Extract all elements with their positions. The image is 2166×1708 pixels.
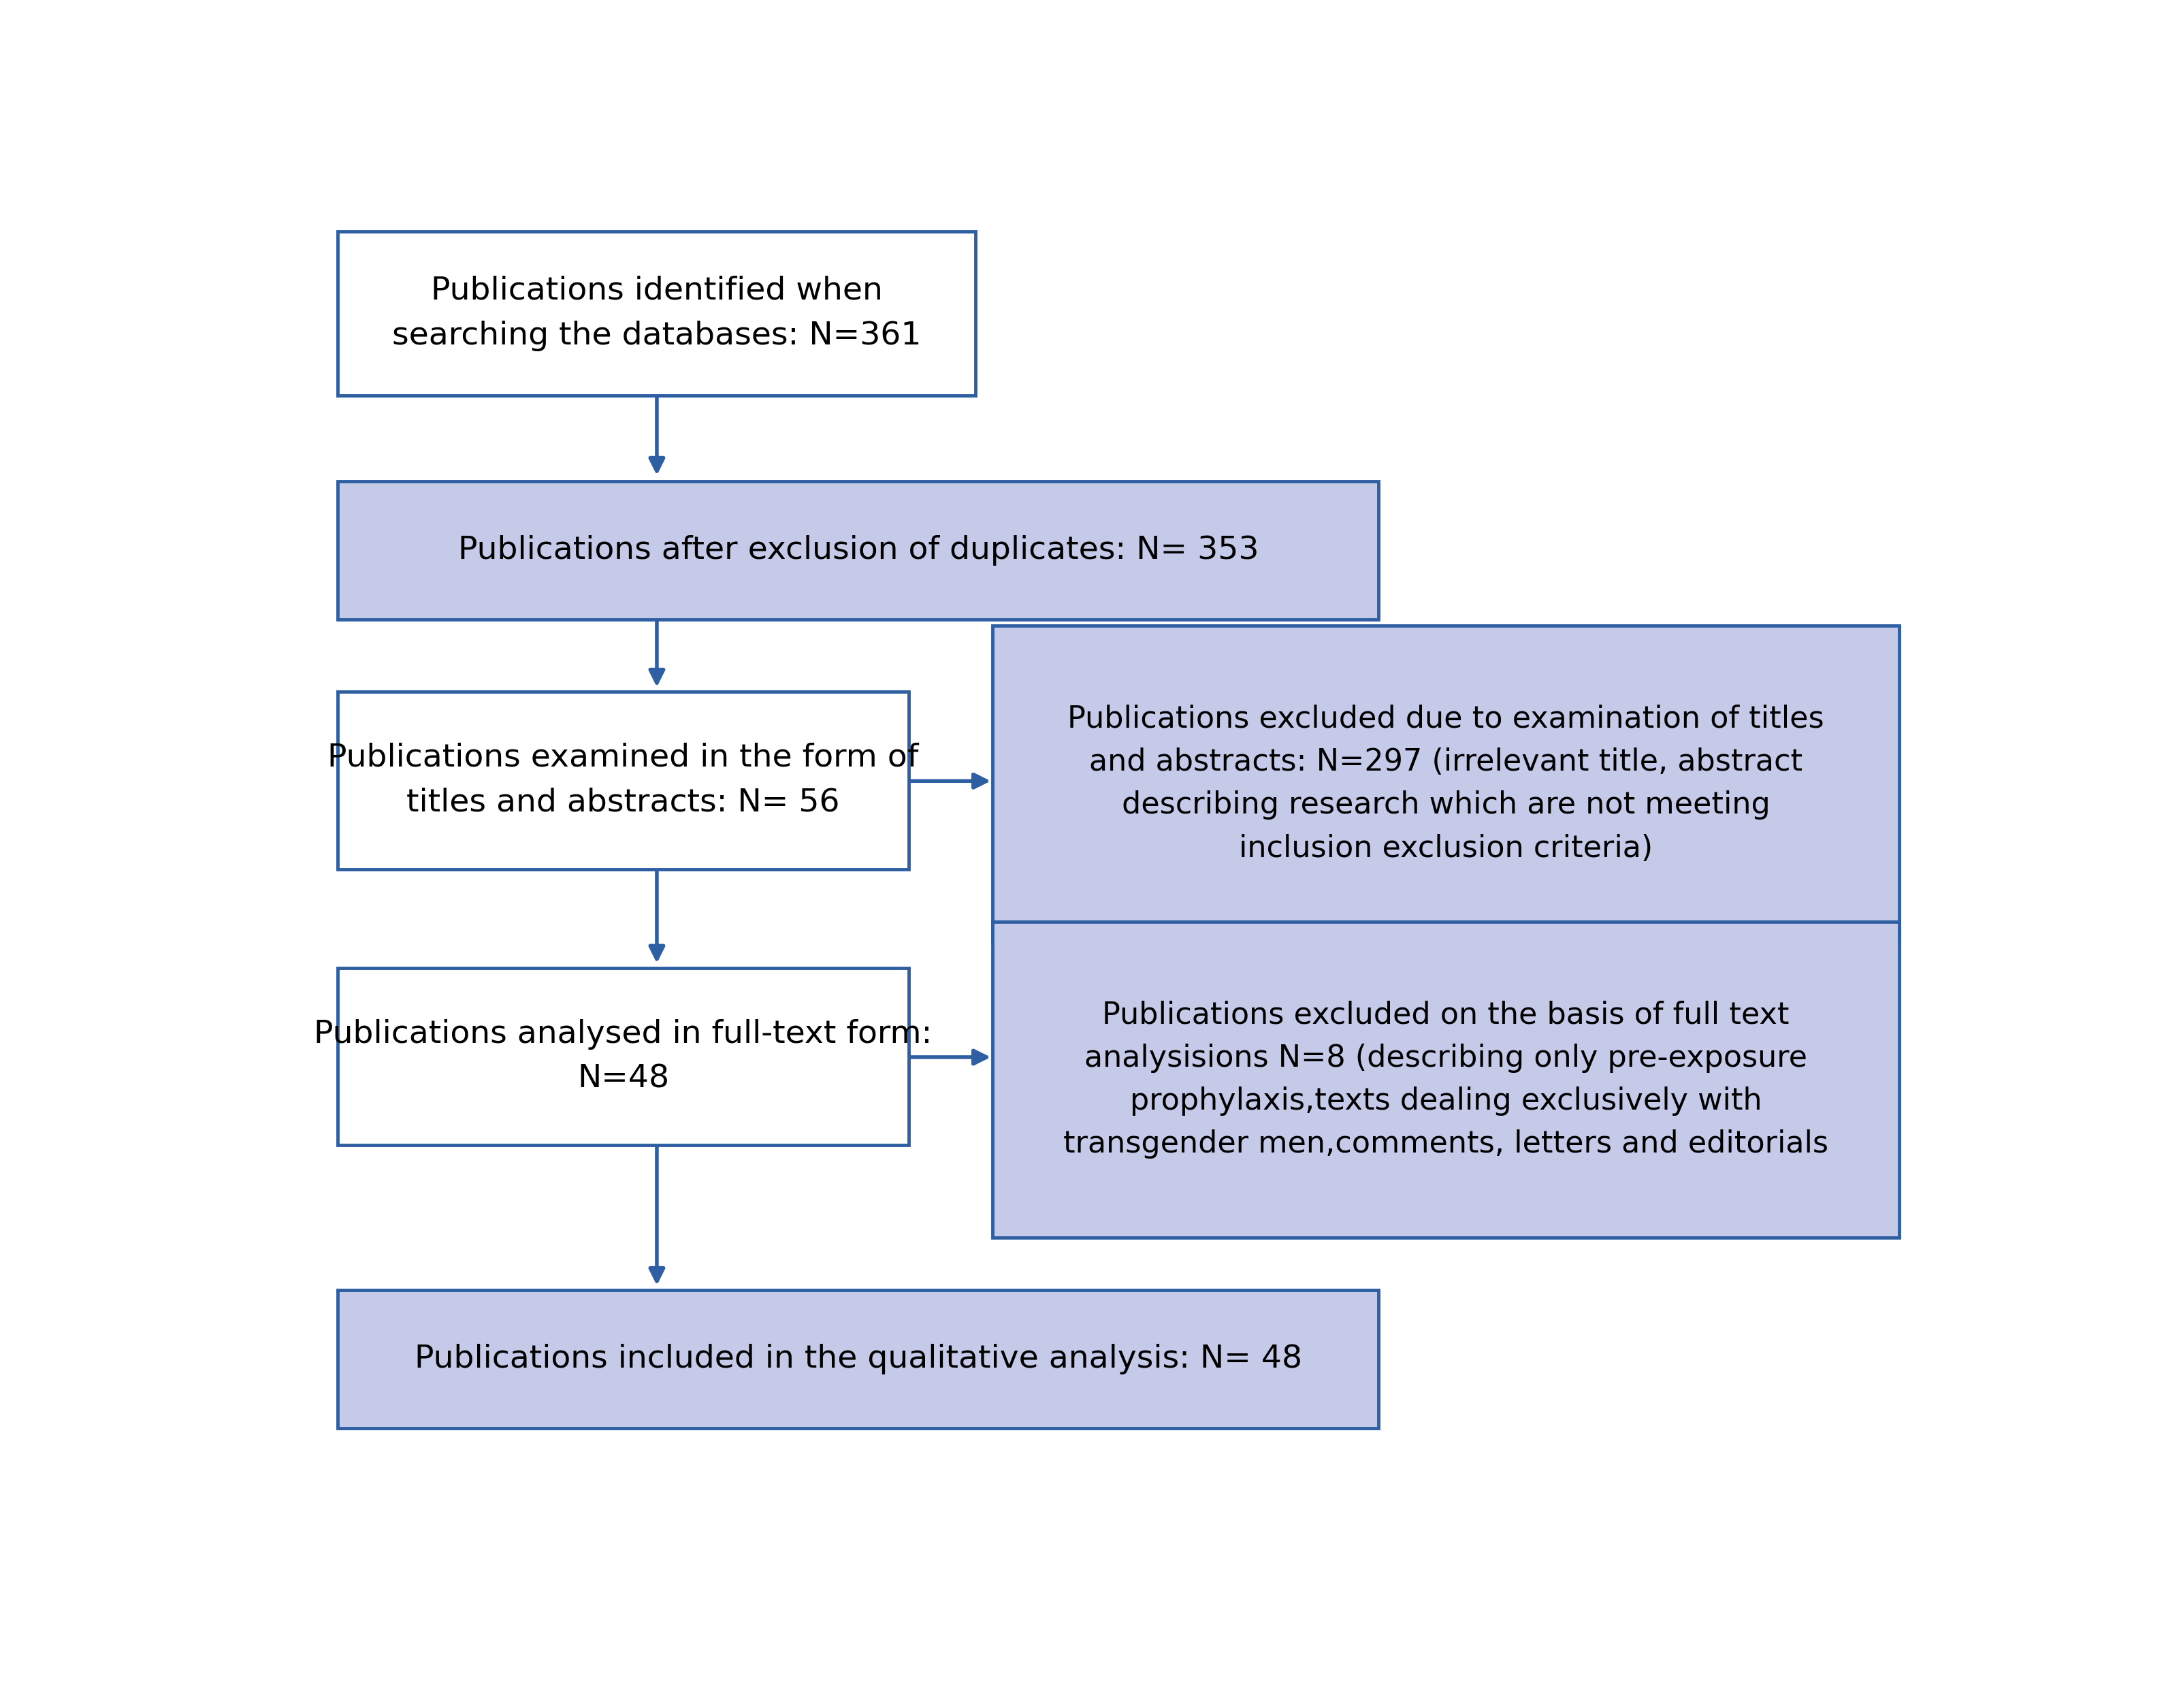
Text: Publications excluded on the basis of full text
analysisions N=8 (describing onl: Publications excluded on the basis of fu… xyxy=(1064,1001,1828,1160)
Text: Publications after exclusion of duplicates: N= 353: Publications after exclusion of duplicat… xyxy=(457,535,1258,565)
Text: Publications examined in the form of
titles and abstracts: N= 56: Publications examined in the form of tit… xyxy=(327,743,918,818)
FancyBboxPatch shape xyxy=(338,968,910,1146)
FancyBboxPatch shape xyxy=(338,231,975,396)
Text: Publications included in the qualitative analysis: N= 48: Publications included in the qualitative… xyxy=(414,1344,1302,1375)
FancyBboxPatch shape xyxy=(992,625,1900,941)
FancyBboxPatch shape xyxy=(338,1290,1380,1428)
FancyBboxPatch shape xyxy=(992,922,1900,1237)
FancyBboxPatch shape xyxy=(338,482,1380,620)
Text: Publications excluded due to examination of titles
and abstracts: N=297 (irrelev: Publications excluded due to examination… xyxy=(1068,704,1824,863)
Text: Publications identified when
searching the databases: N=361: Publications identified when searching t… xyxy=(392,275,921,352)
FancyBboxPatch shape xyxy=(338,692,910,869)
Text: Publications analysed in full-text form:
N=48: Publications analysed in full-text form:… xyxy=(314,1018,931,1095)
